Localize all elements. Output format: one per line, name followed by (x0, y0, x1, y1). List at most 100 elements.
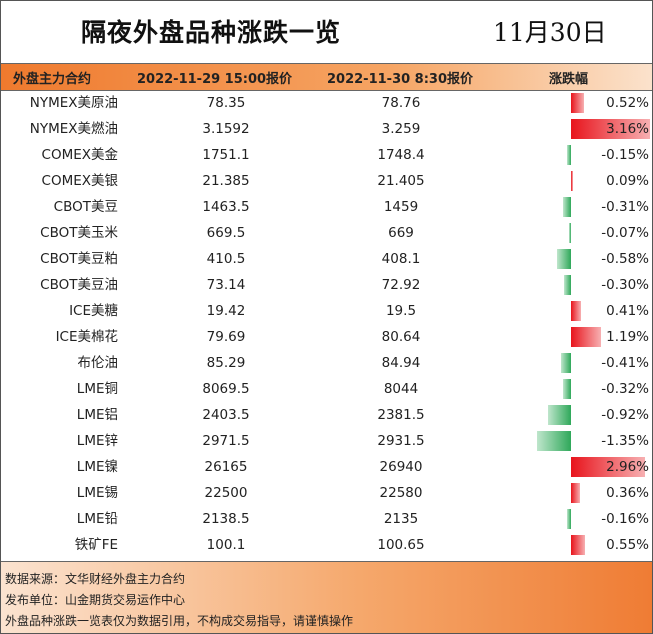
change: 0.09% (606, 173, 649, 189)
contract-name: NYMEX美燃油 (29, 121, 118, 137)
change-bar (567, 145, 571, 165)
change-bar (560, 353, 571, 373)
change: -0.32% (601, 381, 649, 397)
change: -0.15% (601, 147, 649, 163)
price-now: 1459 (383, 199, 419, 215)
change-bar (563, 379, 571, 399)
column-header: 涨跌幅 (549, 72, 589, 87)
price-now: 408.1 (381, 251, 421, 267)
change-bar (569, 223, 571, 243)
change-bar (571, 301, 582, 321)
change-bar (567, 509, 571, 529)
footer-line: 数据来源：文华财经外盘主力合约 (5, 572, 186, 586)
change-bar (571, 171, 574, 191)
change: -0.41% (601, 355, 649, 371)
contract-name: LME锌 (76, 433, 118, 449)
change: -0.58% (601, 251, 649, 267)
contract-name: LME铜 (76, 381, 118, 397)
contract-name: CBOT美豆粕 (40, 251, 118, 267)
change-bar (556, 249, 571, 269)
price-now: 2931.5 (377, 433, 425, 449)
change: -0.07% (601, 225, 649, 241)
change: 3.16% (606, 121, 649, 137)
change: -0.30% (601, 277, 649, 293)
contract-name: NYMEX美原油 (29, 95, 118, 111)
price-prev: 22500 (204, 485, 248, 501)
contract-name: LME铅 (76, 511, 118, 527)
price-now: 80.64 (381, 329, 421, 345)
price-prev: 79.69 (206, 329, 246, 345)
change: 0.41% (606, 303, 649, 319)
price-now: 3.259 (381, 121, 421, 137)
contract-name: CBOT美豆 (53, 199, 118, 215)
price-now: 84.94 (381, 355, 421, 371)
column-header: 2022-11-29 15:00报价 (137, 72, 293, 87)
footer-line: 外盘品种涨跌一览表仅为数据引用，不构成交易指导，请谨慎操作 (5, 614, 354, 628)
change: 0.52% (606, 95, 649, 111)
date: 11月30日 (493, 18, 607, 47)
contract-name: 布伦油 (77, 355, 119, 371)
contract-name: COMEX美银 (41, 173, 118, 189)
change: -0.92% (601, 407, 649, 423)
change-bar (571, 93, 584, 113)
change: -1.35% (601, 433, 649, 449)
price-prev: 85.29 (206, 355, 246, 371)
change-bar (571, 483, 580, 503)
footer-line: 发布单位：山金期货交易运作中心 (5, 593, 186, 607)
price-now: 1748.4 (377, 147, 425, 163)
contract-name: LME铝 (76, 407, 118, 423)
price-prev: 2138.5 (202, 511, 250, 527)
change-bar (571, 119, 650, 139)
change: 2.96% (606, 459, 649, 475)
contract-name: ICE美棉花 (55, 329, 118, 345)
price-now: 22580 (379, 485, 423, 501)
column-header: 2022-11-30 8:30报价 (327, 72, 474, 87)
contract-name: CBOT美豆油 (40, 277, 118, 293)
price-now: 2135 (383, 511, 419, 527)
change: 0.55% (606, 537, 649, 553)
change-bar (571, 457, 645, 477)
price-prev: 8069.5 (202, 381, 250, 397)
change-bar (571, 535, 585, 555)
title: 隔夜外盘品种涨跌一览 (81, 18, 342, 47)
price-now: 2381.5 (377, 407, 425, 423)
contract-name: CBOT美玉米 (40, 225, 118, 241)
change-bar (548, 405, 571, 425)
contract-name: COMEX美金 (41, 147, 118, 163)
price-now: 72.92 (381, 277, 421, 293)
contract-name: LME锡 (76, 485, 118, 501)
change-bar (563, 275, 571, 295)
change: -0.31% (601, 199, 649, 215)
price-prev: 100.1 (206, 537, 246, 553)
change: 1.19% (606, 329, 649, 345)
contract-name: 铁矿FE (74, 537, 118, 553)
price-prev: 21.385 (202, 173, 250, 189)
change-bar (571, 327, 601, 347)
price-now: 21.405 (377, 173, 425, 189)
contract-name: ICE美糖 (69, 303, 118, 319)
footer: 数据来源：文华财经外盘主力合约 发布单位：山金期货交易运作中心外盘品种涨跌一览表仅… (1, 561, 652, 633)
change: 0.36% (606, 485, 649, 501)
price-prev: 78.35 (206, 95, 246, 111)
price-prev: 669.5 (206, 225, 246, 241)
price-prev: 3.1592 (202, 121, 250, 137)
change-bar (563, 197, 571, 217)
change-bar (537, 431, 571, 451)
change: -0.16% (601, 511, 649, 527)
price-prev: 410.5 (206, 251, 246, 267)
price-prev: 2971.5 (202, 433, 250, 449)
price-prev: 1751.1 (202, 147, 250, 163)
price-prev: 73.14 (206, 277, 246, 293)
column-header: 外盘主力合约 (13, 72, 92, 87)
price-now: 78.76 (381, 95, 421, 111)
price-prev: 19.42 (206, 303, 246, 319)
price-now: 8044 (383, 381, 419, 397)
price-now: 100.65 (377, 537, 425, 553)
price-prev: 1463.5 (202, 199, 250, 215)
price-prev: 26165 (204, 459, 248, 475)
table-header: 外盘主力合约 2022-11-29 15:00报价 2022-11-30 8:30报… (1, 63, 652, 91)
contract-name: LME镍 (76, 459, 118, 475)
price-now: 669 (388, 225, 414, 241)
price-now: 19.5 (385, 303, 417, 319)
